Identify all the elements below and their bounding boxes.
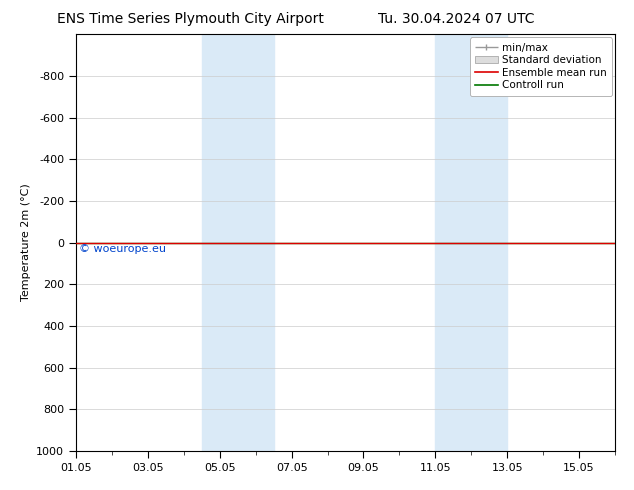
Text: ENS Time Series Plymouth City Airport: ENS Time Series Plymouth City Airport [57,12,323,26]
Bar [436,34,507,451]
Text: © woeurope.eu: © woeurope.eu [79,244,165,254]
Y-axis label: Temperature 2m (°C): Temperature 2m (°C) [21,184,30,301]
Text: Tu. 30.04.2024 07 UTC: Tu. 30.04.2024 07 UTC [378,12,534,26]
Bar [202,34,274,451]
Legend: min/max, Standard deviation, Ensemble mean run, Controll run: min/max, Standard deviation, Ensemble me… [470,37,612,96]
